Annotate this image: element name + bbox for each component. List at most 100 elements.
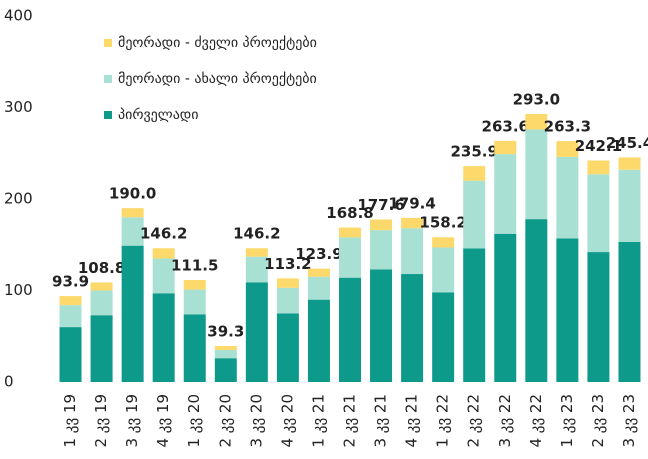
x-tick-label: 3 კვ 21: [372, 394, 390, 448]
total-label: 177.6: [357, 196, 404, 214]
total-label: 123.9: [295, 245, 342, 263]
total-label: 111.5: [171, 256, 218, 274]
total-label: 245.4: [606, 134, 648, 152]
bar-segment: [432, 247, 455, 293]
bar-segment: [618, 157, 641, 170]
bar-segment: [214, 346, 237, 350]
y-tick-label: 400: [4, 7, 33, 25]
bar-segment: [59, 327, 82, 382]
total-label: 263.6: [482, 117, 529, 135]
total-label: 263.3: [544, 118, 591, 136]
total-label: 146.2: [233, 225, 280, 243]
y-tick-label: 200: [4, 190, 33, 208]
x-tick-label: 1 კვ 22: [434, 394, 452, 448]
total-label: 108.8: [78, 259, 125, 277]
bar-segment: [494, 233, 517, 382]
bar-segment: [525, 129, 548, 220]
bar-segment: [525, 113, 548, 130]
y-tick-label: 100: [4, 281, 33, 299]
total-label: 93.9: [52, 273, 89, 291]
bar-segment: [90, 315, 113, 382]
bar-segment: [214, 358, 237, 382]
x-tick-label: 4 კვ 22: [527, 394, 545, 448]
x-tick-label: 3 კვ 23: [620, 394, 638, 448]
x-tick-label: 4 კვ 21: [403, 394, 421, 448]
bar-segment: [494, 140, 517, 155]
legend-swatch: [104, 75, 112, 83]
bar-segment: [556, 141, 579, 157]
x-tick-label: 2 კვ 21: [341, 394, 359, 448]
bar-segment: [339, 227, 361, 238]
x-tick-label: 1 კვ 19: [61, 394, 79, 448]
bar-segment: [432, 292, 455, 382]
bar-segment: [463, 180, 486, 249]
x-tick-label: 2 კვ 23: [589, 394, 607, 448]
bar-segment: [121, 245, 144, 382]
bar-segment: [90, 290, 113, 316]
bar-segment: [494, 154, 517, 234]
total-label: 113.2: [264, 255, 311, 273]
bar-segment: [370, 230, 393, 270]
bar-segment: [401, 274, 424, 382]
x-tick-label: 4 კვ 19: [154, 394, 172, 448]
x-tick-label: 3 კვ 19: [123, 394, 141, 448]
bar-segment: [183, 289, 206, 315]
bar-segment: [525, 219, 548, 382]
bar-segment: [618, 242, 641, 382]
bar-segment: [121, 208, 144, 218]
bar-segment: [587, 174, 610, 253]
bar-segment: [59, 296, 82, 306]
legend-label: მეორადი - ძველი პროექტები: [118, 34, 317, 51]
bar-segment: [463, 166, 486, 181]
bar-segment: [183, 279, 206, 290]
total-label: 190.0: [109, 185, 156, 203]
bar-segment: [370, 269, 393, 382]
bar-segment: [276, 278, 299, 288]
bar-segment: [463, 248, 486, 382]
bar-segment: [339, 277, 361, 382]
bar-segment: [214, 349, 237, 359]
bar-segment: [183, 314, 206, 382]
y-tick-label: 0: [4, 373, 14, 391]
bar-segment: [618, 169, 641, 243]
x-tick-label: 2 კვ 20: [216, 394, 234, 448]
legend-label: მეორადი - ახალი პროექტები: [118, 70, 317, 87]
total-label: 235.9: [450, 143, 497, 161]
bar-segment: [90, 282, 113, 291]
bar-segment: [152, 293, 175, 382]
bar-segment: [556, 156, 579, 239]
legend-label: პირველადი: [118, 106, 199, 123]
total-label: 242.1: [575, 137, 622, 155]
total-label: 158.2: [419, 214, 466, 232]
bar-segment: [307, 276, 330, 300]
x-tick-label: 1 კვ 23: [558, 394, 576, 448]
bar-segment: [587, 252, 610, 382]
total-label: 293.0: [513, 90, 560, 108]
bar-segment: [432, 237, 455, 248]
bar-segment: [245, 248, 268, 257]
x-tick-label: 1 კვ 20: [185, 394, 203, 448]
legend-swatch: [104, 111, 112, 119]
bar-segment: [276, 287, 299, 314]
total-label: 179.4: [388, 194, 435, 212]
x-tick-label: 2 კვ 22: [465, 394, 483, 448]
bar-segment: [307, 268, 330, 277]
bar-segment: [245, 256, 268, 283]
bar-segment: [370, 219, 393, 231]
bar-segment: [59, 305, 82, 328]
total-label: 146.2: [140, 225, 187, 243]
legend-swatch: [104, 39, 112, 47]
x-tick-label: 3 კვ 22: [496, 394, 514, 448]
bar-segment: [401, 228, 424, 275]
bar-segment: [152, 258, 175, 294]
y-tick-label: 300: [4, 98, 33, 116]
total-label: 168.8: [326, 204, 373, 222]
total-label: 39.3: [207, 323, 244, 341]
bar-segment: [276, 313, 299, 382]
x-tick-label: 4 კვ 20: [278, 394, 296, 448]
bar-segment: [339, 237, 361, 278]
x-tick-label: 3 კვ 20: [247, 394, 265, 448]
bar-segment: [121, 217, 144, 246]
bar-segment: [587, 160, 610, 175]
